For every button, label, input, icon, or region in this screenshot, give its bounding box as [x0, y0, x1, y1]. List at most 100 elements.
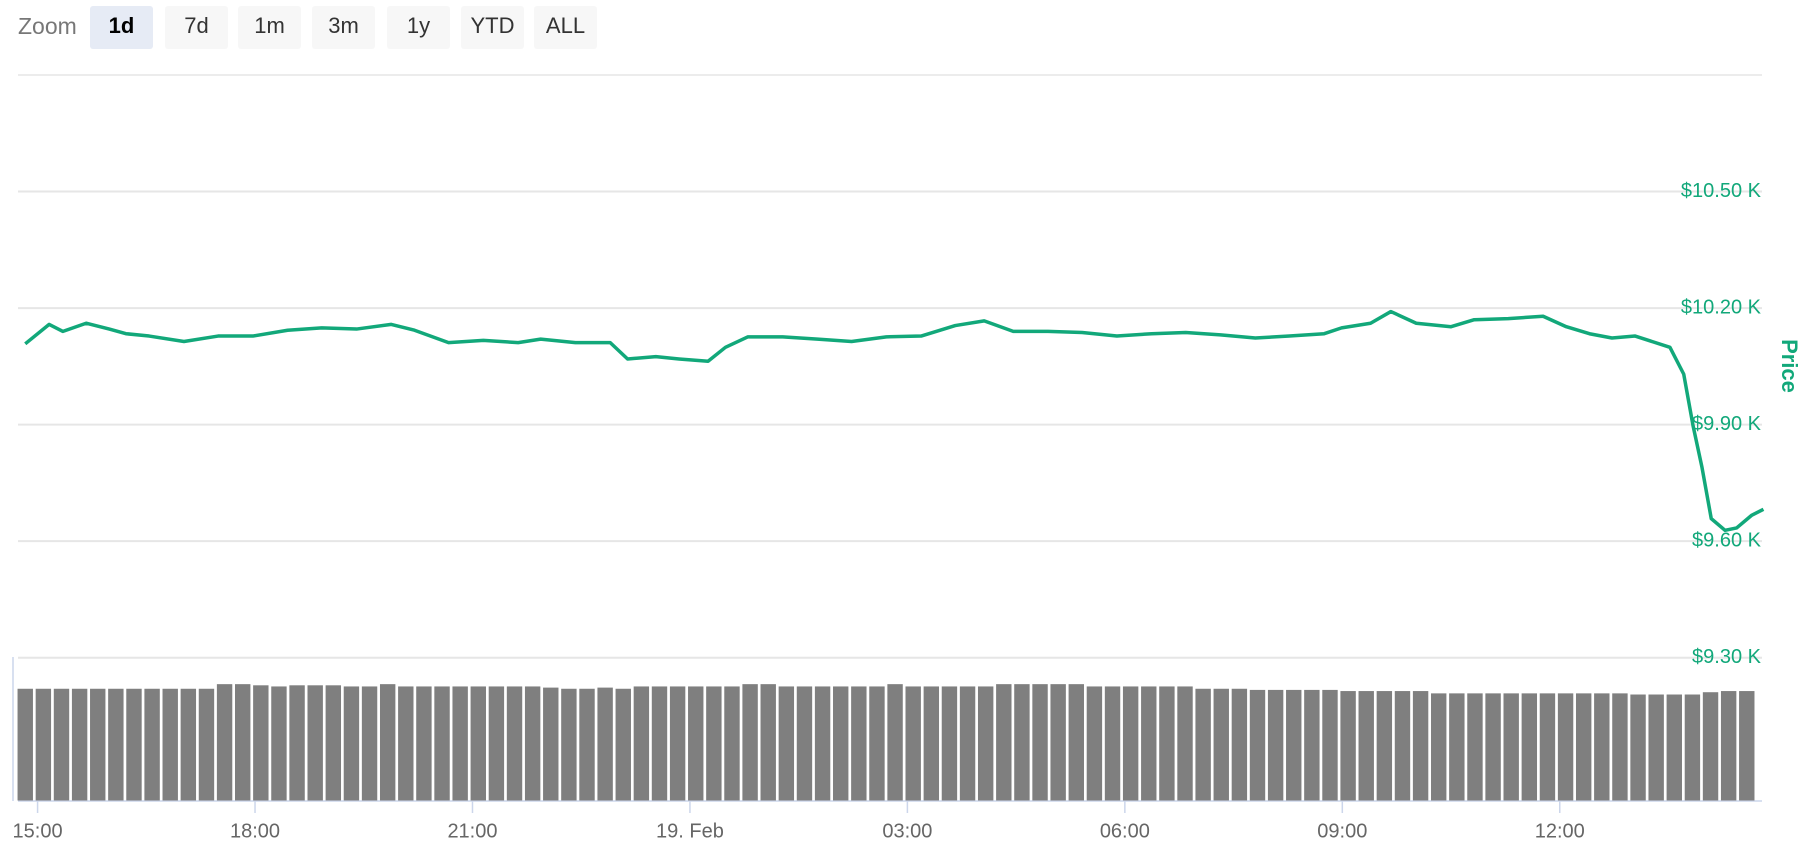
volume-bar: [1485, 693, 1501, 801]
volume-bar: [579, 688, 595, 801]
volume-bar: [524, 686, 541, 801]
zoom-button-bg: [461, 6, 524, 49]
x-tick-label: 06:00: [1100, 820, 1150, 842]
volume-bar: [108, 688, 124, 801]
volume-bar: [651, 686, 668, 801]
volume-bar: [887, 684, 903, 801]
volume-bar: [1539, 693, 1556, 801]
zoom-button[interactable]: 3m: [312, 6, 375, 49]
volume-bar: [1630, 694, 1646, 801]
volume-bar: [778, 686, 795, 801]
volume-bar: [1032, 684, 1048, 801]
volume-bar: [1086, 686, 1103, 801]
volume-bar: [253, 685, 269, 801]
volume-bar: [996, 684, 1012, 801]
volume-bar: [1431, 693, 1447, 801]
volume-bar: [905, 686, 921, 801]
x-tick-label: 09:00: [1317, 820, 1367, 842]
volume-bar: [1068, 684, 1084, 801]
zoom-button[interactable]: YTD: [461, 6, 524, 49]
volume-bar: [1286, 689, 1302, 801]
volume-bar: [289, 685, 305, 801]
volume-bar: [1612, 693, 1628, 801]
volume-bar: [1739, 691, 1755, 801]
volume-bar: [307, 685, 323, 801]
volume-bar: [1449, 693, 1465, 801]
volume-bar: [1521, 693, 1538, 801]
volume-bar: [35, 688, 52, 801]
zoom-button-label: ALL: [546, 13, 585, 38]
zoom-button-bg: [312, 6, 375, 49]
zoom-button-label: 1d: [109, 13, 135, 38]
volume-bar: [1159, 686, 1175, 801]
volume-bar: [724, 686, 740, 801]
volume-bar: [325, 685, 342, 801]
volume-bar: [1177, 686, 1193, 801]
volume-bar: [1304, 689, 1320, 801]
volume-bar: [851, 686, 867, 801]
zoom-button[interactable]: 7d: [165, 6, 228, 49]
volume-bar: [543, 687, 559, 801]
volume-bar: [1557, 693, 1574, 801]
volume-bar: [180, 688, 197, 801]
y-tick-label: $9.60 K: [1692, 529, 1762, 551]
zoom-label: Zoom: [18, 13, 77, 39]
x-tick-label: 21:00: [447, 820, 497, 842]
volume-bar: [1014, 684, 1030, 801]
volume-bar: [17, 688, 33, 801]
volume-bar: [796, 686, 813, 801]
volume-bar: [126, 688, 142, 801]
zoom-button-bg: [387, 6, 450, 49]
volume-bar: [1594, 693, 1610, 801]
volume-bar: [615, 688, 631, 801]
zoom-button[interactable]: ALL: [534, 6, 597, 49]
volume-bar: [1340, 691, 1356, 801]
volume-bar: [379, 684, 396, 801]
volume-bar: [71, 688, 88, 801]
volume-bar: [1050, 684, 1066, 801]
volume-bar: [1104, 686, 1121, 801]
volume-bar: [470, 686, 486, 801]
x-tick-label: 03:00: [882, 820, 932, 842]
x-tick-label: 15:00: [13, 820, 63, 842]
y-tick-label: $9.90 K: [1692, 413, 1762, 435]
volume-bar: [1720, 691, 1737, 801]
volume-bar: [216, 684, 233, 801]
volume-bar: [688, 686, 704, 801]
zoom-button-bg: [90, 6, 153, 49]
zoom-button-bg: [534, 6, 597, 49]
volume-bar: [1575, 693, 1592, 801]
y-tick-label: $10.50 K: [1681, 180, 1762, 202]
zoom-button-bg: [238, 6, 301, 49]
volume-bar: [1648, 694, 1664, 801]
volume-bar: [1322, 689, 1338, 801]
zoom-button[interactable]: 1m: [238, 6, 301, 49]
zoom-button[interactable]: 1d: [90, 6, 153, 49]
volume-bar: [1666, 694, 1682, 801]
volume-bar: [235, 684, 251, 801]
volume-bar: [398, 686, 414, 801]
volume-bar: [1376, 691, 1393, 801]
volume-bar: [416, 686, 432, 801]
volume-bar: [977, 686, 994, 801]
volume-bar: [162, 688, 178, 801]
volume-bar: [488, 686, 505, 801]
volume-bar: [1141, 686, 1157, 801]
x-tick-label: 18:00: [230, 820, 280, 842]
volume-bar: [1684, 694, 1701, 801]
volume-bar: [1394, 691, 1411, 801]
zoom-button-label: 1m: [254, 13, 285, 38]
price-line: [24, 309, 1765, 533]
volume-bar: [1231, 688, 1248, 801]
volume-bar: [742, 684, 758, 801]
y-tick-label: $9.30 K: [1692, 646, 1762, 668]
zoom-buttons: 1d 7d 1m 3m 1y YTD ALL: [90, 6, 597, 49]
volume-bar: [633, 686, 650, 801]
x-tick-label: 19. Feb: [656, 820, 724, 842]
zoom-button[interactable]: 1y: [387, 6, 450, 49]
volume-bar: [923, 686, 940, 801]
volume-bar: [1702, 692, 1719, 801]
volume-bar: [90, 688, 106, 801]
volume-bar: [144, 688, 160, 801]
